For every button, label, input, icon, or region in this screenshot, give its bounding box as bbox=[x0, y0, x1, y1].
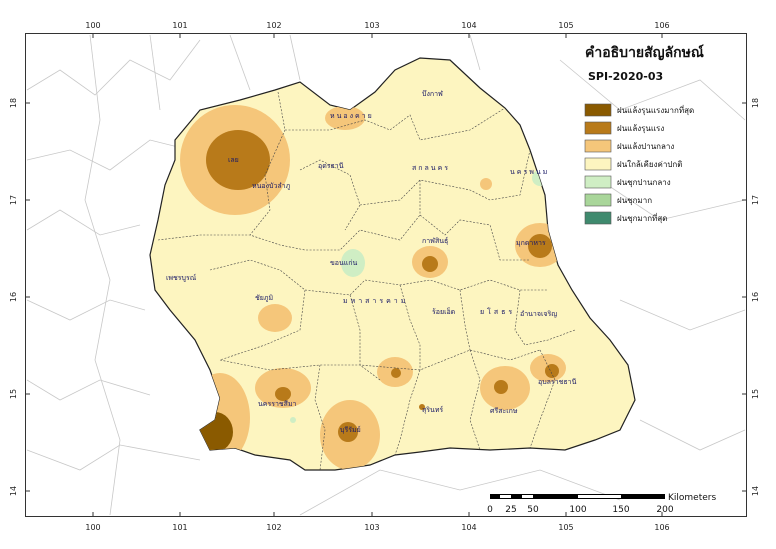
province-label: ยโสธร bbox=[480, 307, 515, 316]
scale-label: 100 bbox=[569, 505, 586, 515]
province-label: หนองบัวลำภู bbox=[252, 182, 291, 190]
province-label: บึงกาฬ bbox=[422, 89, 443, 98]
legend-swatch bbox=[584, 103, 612, 117]
scale-bar: Kilometers 0 25 50 100 150 200 bbox=[487, 493, 716, 515]
y-axis-right: 18 17 16 15 14 bbox=[742, 98, 760, 496]
scale-label: 50 bbox=[527, 505, 539, 515]
legend-item-label: ฝนแล้งรุนแรง bbox=[617, 124, 664, 133]
province-labels: หนองคาย บึงกาฬ เลย อุดรธานี สกลนคร นครพน… bbox=[166, 89, 577, 434]
x-tick-label: 104 bbox=[461, 523, 476, 532]
x-tick-label: 102 bbox=[266, 21, 281, 30]
province-label: ชัยภูมิ bbox=[255, 294, 273, 302]
y-axis-left: 18 17 16 15 14 bbox=[9, 98, 30, 496]
x-tick-label: 103 bbox=[364, 523, 379, 532]
province-label: อุดรธานี bbox=[318, 162, 344, 170]
x-tick-label: 101 bbox=[172, 523, 187, 532]
y-tick-label: 15 bbox=[751, 389, 760, 399]
x-tick-label: 106 bbox=[654, 523, 669, 532]
y-tick-label: 17 bbox=[751, 195, 760, 205]
legend-item-label: ฝนชุกปานกลาง bbox=[617, 178, 671, 187]
x-tick-label: 102 bbox=[266, 523, 281, 532]
y-tick-label: 14 bbox=[9, 486, 18, 496]
x-tick-label: 105 bbox=[558, 21, 573, 30]
province-label: สุรินทร์ bbox=[422, 406, 443, 414]
province-label: หนองคาย bbox=[330, 112, 374, 120]
province-label: ร้อยเอ็ด bbox=[432, 307, 455, 316]
province-label: ขอนแก่น bbox=[330, 259, 358, 267]
scale-unit: Kilometers bbox=[668, 493, 716, 503]
province-borders bbox=[157, 91, 576, 471]
province-label: เพชรบูรณ์ bbox=[166, 274, 197, 282]
x-tick-label: 103 bbox=[364, 21, 379, 30]
y-tick-label: 17 bbox=[9, 195, 18, 205]
x-axis-top: 100 101 102 103 104 105 106 bbox=[85, 21, 670, 38]
spi-zones bbox=[180, 105, 566, 470]
legend-item-label: ฝนใกล้เคียงค่าปกติ bbox=[617, 160, 682, 169]
legend-swatch bbox=[584, 139, 612, 153]
scale-label: 200 bbox=[656, 505, 673, 515]
province-label: ศรีสะเกษ bbox=[490, 407, 518, 415]
x-tick-label: 104 bbox=[461, 21, 476, 30]
scale-label: 0 bbox=[487, 505, 493, 515]
province-label: อำนาจเจริญ bbox=[520, 310, 557, 318]
y-tick-label: 14 bbox=[751, 486, 760, 496]
legend-swatch bbox=[584, 121, 612, 135]
legend-item-label: ฝนชุกมากที่สุด bbox=[617, 212, 667, 223]
x-tick-label: 105 bbox=[558, 523, 573, 532]
x-tick-label: 100 bbox=[85, 21, 100, 30]
y-tick-label: 18 bbox=[751, 98, 760, 108]
province-label: นครพนม bbox=[510, 168, 549, 176]
legend-title: คำอธิบายสัญลักษณ์ bbox=[585, 44, 704, 61]
province-label: เลย bbox=[228, 156, 239, 164]
x-tick-label: 106 bbox=[654, 21, 669, 30]
province-label: มุกดาหาร bbox=[516, 239, 546, 247]
y-tick-label: 18 bbox=[9, 98, 18, 108]
legend-swatch bbox=[584, 157, 612, 171]
y-tick-label: 16 bbox=[9, 292, 18, 302]
legend-subtitle: SPI-2020-03 bbox=[588, 70, 663, 83]
legend-swatch bbox=[584, 211, 612, 225]
legend-item-label: ฝนแล้งรุนแรงมากที่สุด bbox=[617, 104, 694, 115]
province-label: สกลนคร bbox=[412, 164, 450, 172]
scale-label: 25 bbox=[505, 505, 516, 515]
legend-swatch bbox=[584, 175, 612, 189]
x-tick-label: 101 bbox=[172, 21, 187, 30]
scale-label: 150 bbox=[612, 505, 629, 515]
province-label: มหาสารคาม bbox=[343, 297, 408, 305]
y-tick-label: 15 bbox=[9, 389, 18, 399]
neighbor-borders bbox=[26, 34, 746, 516]
x-tick-label: 100 bbox=[85, 523, 100, 532]
legend-item-label: ฝนแล้งปานกลาง bbox=[617, 142, 674, 151]
severe-drought-zones bbox=[206, 130, 559, 442]
y-tick-label: 16 bbox=[751, 292, 760, 302]
legend-item-label: ฝนชุกมาก bbox=[617, 196, 652, 205]
province-label: อุบลราชธานี bbox=[538, 378, 577, 386]
map-legend: คำอธิบายสัญลักษณ์ SPI-2020-03 ฝนแล้งรุนแ… bbox=[584, 44, 704, 225]
province-label: กาฬสินธุ์ bbox=[422, 237, 448, 245]
province-label: บุรีรัมย์ bbox=[340, 426, 361, 434]
legend-swatch bbox=[584, 193, 612, 207]
x-axis-bottom: 100 101 102 103 104 105 106 bbox=[85, 512, 670, 532]
province-label: นครราชสีมา bbox=[258, 400, 297, 408]
